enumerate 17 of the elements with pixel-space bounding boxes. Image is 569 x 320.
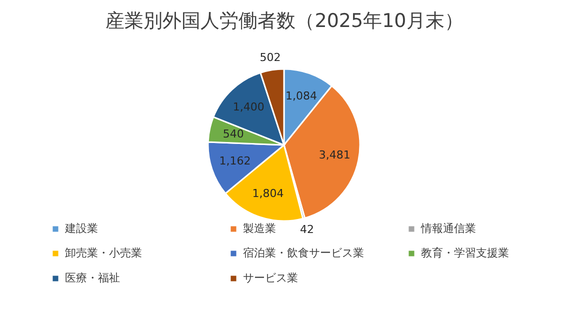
data-label: 502	[260, 51, 281, 64]
data-label: 1,400	[232, 100, 264, 114]
data-label: 540	[222, 127, 244, 140]
chart-title: 産業別外国人労働者数（2025年10月末）	[106, 10, 464, 32]
legend-label: 情報通信業	[420, 222, 476, 235]
legend-label: 製造業	[243, 222, 276, 235]
data-label: 1,084	[285, 89, 317, 102]
legend-label: 建設業	[64, 222, 98, 235]
legend-label: 卸売業・小売業	[65, 246, 142, 260]
legend-label: サービス業	[243, 272, 298, 284]
legend-label: 教育・学習支援業	[421, 246, 509, 260]
data-label: 3,481	[318, 148, 350, 162]
legend-label: 医療・福祉	[65, 272, 120, 284]
data-label: 1,804	[252, 187, 284, 200]
legend-label: 宿泊業・飲食サービス業	[243, 246, 364, 260]
data-label: 1,162	[219, 154, 251, 168]
data-label: 42	[300, 222, 314, 236]
